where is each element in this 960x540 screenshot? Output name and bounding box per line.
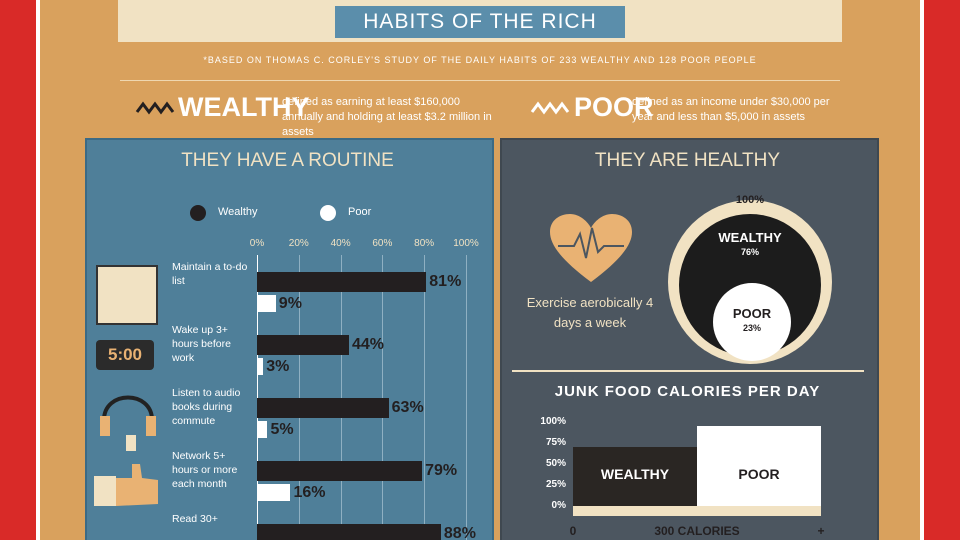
- y-tick-label: 100%: [540, 416, 566, 427]
- x-tick-label: 20%: [288, 238, 309, 249]
- heart-icon: [550, 214, 632, 282]
- x-label: +: [817, 524, 825, 538]
- zigzag-icon: [135, 101, 175, 115]
- grid-line: [424, 255, 426, 540]
- bar: [257, 524, 441, 540]
- circle-name: WEALTHY: [718, 230, 782, 245]
- x-tick-label: 100%: [453, 238, 479, 249]
- value-label: 16%: [293, 484, 326, 501]
- wealthy-definition: defined as earning at least $160,000 ann…: [282, 96, 492, 138]
- bar: [257, 358, 264, 375]
- grid-line: [298, 255, 300, 540]
- bar: [573, 447, 697, 506]
- legend-label: Poor: [348, 206, 372, 218]
- poor-definition: defined as an income under $30,000 per y…: [632, 96, 830, 123]
- zigzag-icon: [530, 101, 570, 115]
- divider: [512, 370, 864, 372]
- grid-line: [382, 255, 384, 540]
- title: HABITS OF THE RICH: [335, 6, 625, 38]
- grid-line: [257, 255, 258, 540]
- value-label: 81%: [429, 273, 462, 290]
- legend-label: Wealthy: [218, 206, 258, 218]
- wealthy-label: WEALTHY: [178, 92, 310, 122]
- list-icon: [96, 265, 158, 325]
- circle-value: 76%: [740, 247, 759, 257]
- bar-label: POOR: [738, 466, 780, 482]
- category-label: Listen to audio books during commute: [172, 387, 241, 427]
- poor-label: POOR: [574, 92, 654, 122]
- border-left: [0, 0, 36, 540]
- x-label: 300 CALORIES: [654, 524, 740, 538]
- rule: [120, 80, 840, 81]
- value-label: 88%: [443, 525, 476, 540]
- bar: [257, 398, 389, 418]
- value-label: 5%: [270, 421, 294, 438]
- health-caption: Exercise aerobically 4 days a week: [526, 295, 654, 330]
- routine-title: THEY HAVE A ROUTINE: [181, 150, 394, 171]
- y-tick-label: 0%: [551, 500, 566, 511]
- circle: [712, 282, 792, 362]
- legend-swatch: [320, 205, 336, 221]
- y-tick-label: 75%: [545, 437, 566, 448]
- clock-icon: 5:00: [96, 340, 154, 370]
- border-right: [924, 0, 960, 540]
- grid-line: [340, 255, 342, 540]
- bar: [257, 461, 423, 481]
- x-tick-label: 80%: [414, 238, 435, 249]
- bar: [257, 421, 268, 438]
- grid-line: [466, 255, 467, 540]
- bar-label: WEALTHY: [600, 466, 670, 482]
- circle-value: 23%: [742, 323, 761, 333]
- category-label: Maintain a to-do list: [172, 261, 248, 287]
- x-tick-label: 60%: [372, 238, 393, 249]
- x-tick-label: 0%: [249, 238, 265, 249]
- category-label: Wake up 3+ hours before work: [172, 324, 231, 364]
- value-label: 44%: [351, 336, 384, 353]
- total-label: 100%: [735, 194, 765, 206]
- bar: [257, 272, 427, 292]
- bar: [257, 335, 349, 355]
- circle-name: POOR: [732, 306, 772, 321]
- value-label: 9%: [278, 295, 302, 312]
- health-title: THEY ARE HEALTHY: [594, 150, 781, 171]
- bar: [257, 484, 291, 501]
- y-tick-label: 50%: [545, 458, 566, 469]
- category-label: Read 30+: [172, 513, 218, 525]
- category-label: Network 5+ hours or more each month: [172, 450, 238, 490]
- bar: [697, 426, 821, 506]
- headphones-icon: [100, 395, 156, 451]
- y-tick-label: 25%: [545, 479, 566, 490]
- value-label: 3%: [266, 358, 290, 375]
- note: *BASED ON THOMAS C. CORLEY'S STUDY OF TH…: [203, 55, 757, 65]
- value-label: 79%: [425, 462, 458, 479]
- value-label: 63%: [391, 399, 424, 416]
- axis-strip: [573, 506, 821, 516]
- hand-icon: [94, 464, 158, 506]
- junk-title: JUNK FOOD CALORIES PER DAY: [554, 383, 821, 400]
- legend-swatch: [190, 205, 206, 221]
- x-tick-label: 40%: [330, 238, 351, 249]
- x-label: 0: [569, 524, 577, 538]
- bar: [257, 295, 276, 312]
